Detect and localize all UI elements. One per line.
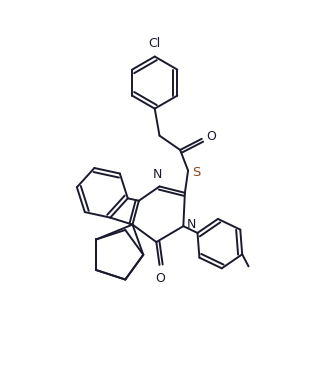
Text: O: O — [206, 130, 216, 143]
Text: O: O — [155, 272, 165, 285]
Text: N: N — [187, 218, 197, 231]
Text: Cl: Cl — [149, 37, 161, 50]
Text: S: S — [192, 166, 200, 179]
Text: N: N — [153, 168, 163, 181]
